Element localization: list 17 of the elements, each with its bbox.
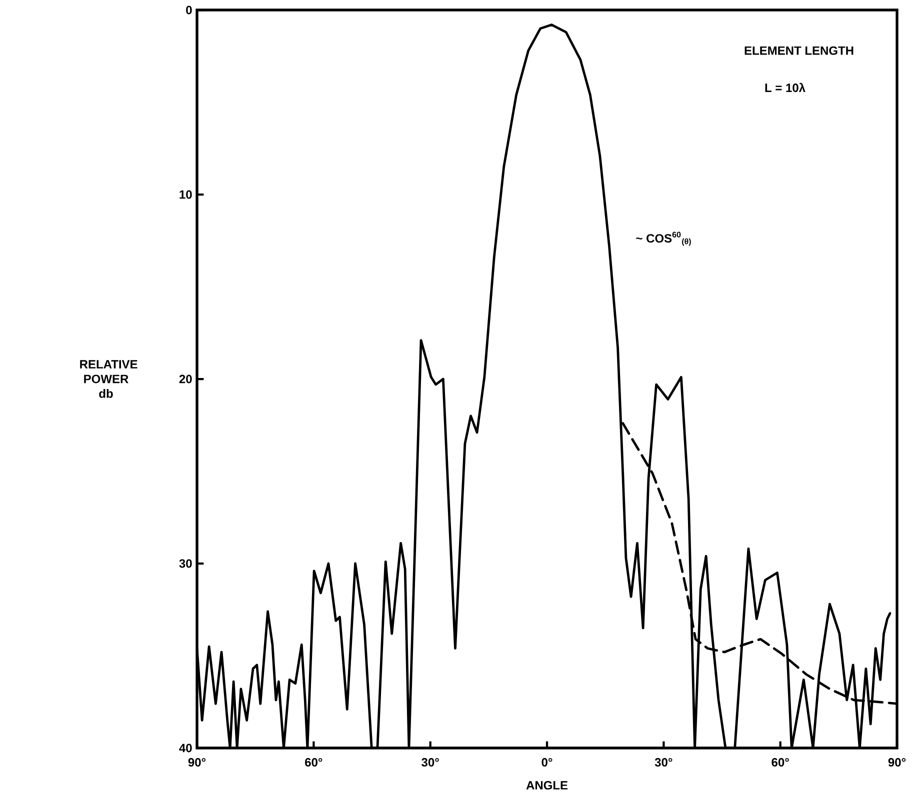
- x-tick-label: 0°: [542, 758, 552, 767]
- x-tick-label: 60°: [305, 758, 322, 767]
- x-axis-title: ANGLE: [526, 781, 568, 790]
- annotation: ELEMENT LENGTH: [744, 46, 854, 55]
- y-tick-label: 30: [179, 559, 192, 568]
- y-tick-label: 20: [179, 374, 192, 384]
- x-tick-label: 30°: [422, 758, 439, 767]
- text: ~ COS$^{60}$(θ): [636, 232, 691, 246]
- x-tick-label: 60°: [772, 758, 789, 767]
- y-axis-title: RELATIVE POWER db: [80, 360, 138, 398]
- y-tick-label: 10: [180, 190, 192, 199]
- x-tick-label: 90°: [188, 758, 206, 767]
- x-tick-label: 30°: [654, 758, 672, 767]
- annotation: L = 10λ: [765, 82, 806, 92]
- x-tick-label: 90°: [888, 758, 906, 767]
- y-tick-label: 40: [179, 744, 192, 752]
- y-tick-label: 0: [186, 6, 192, 14]
